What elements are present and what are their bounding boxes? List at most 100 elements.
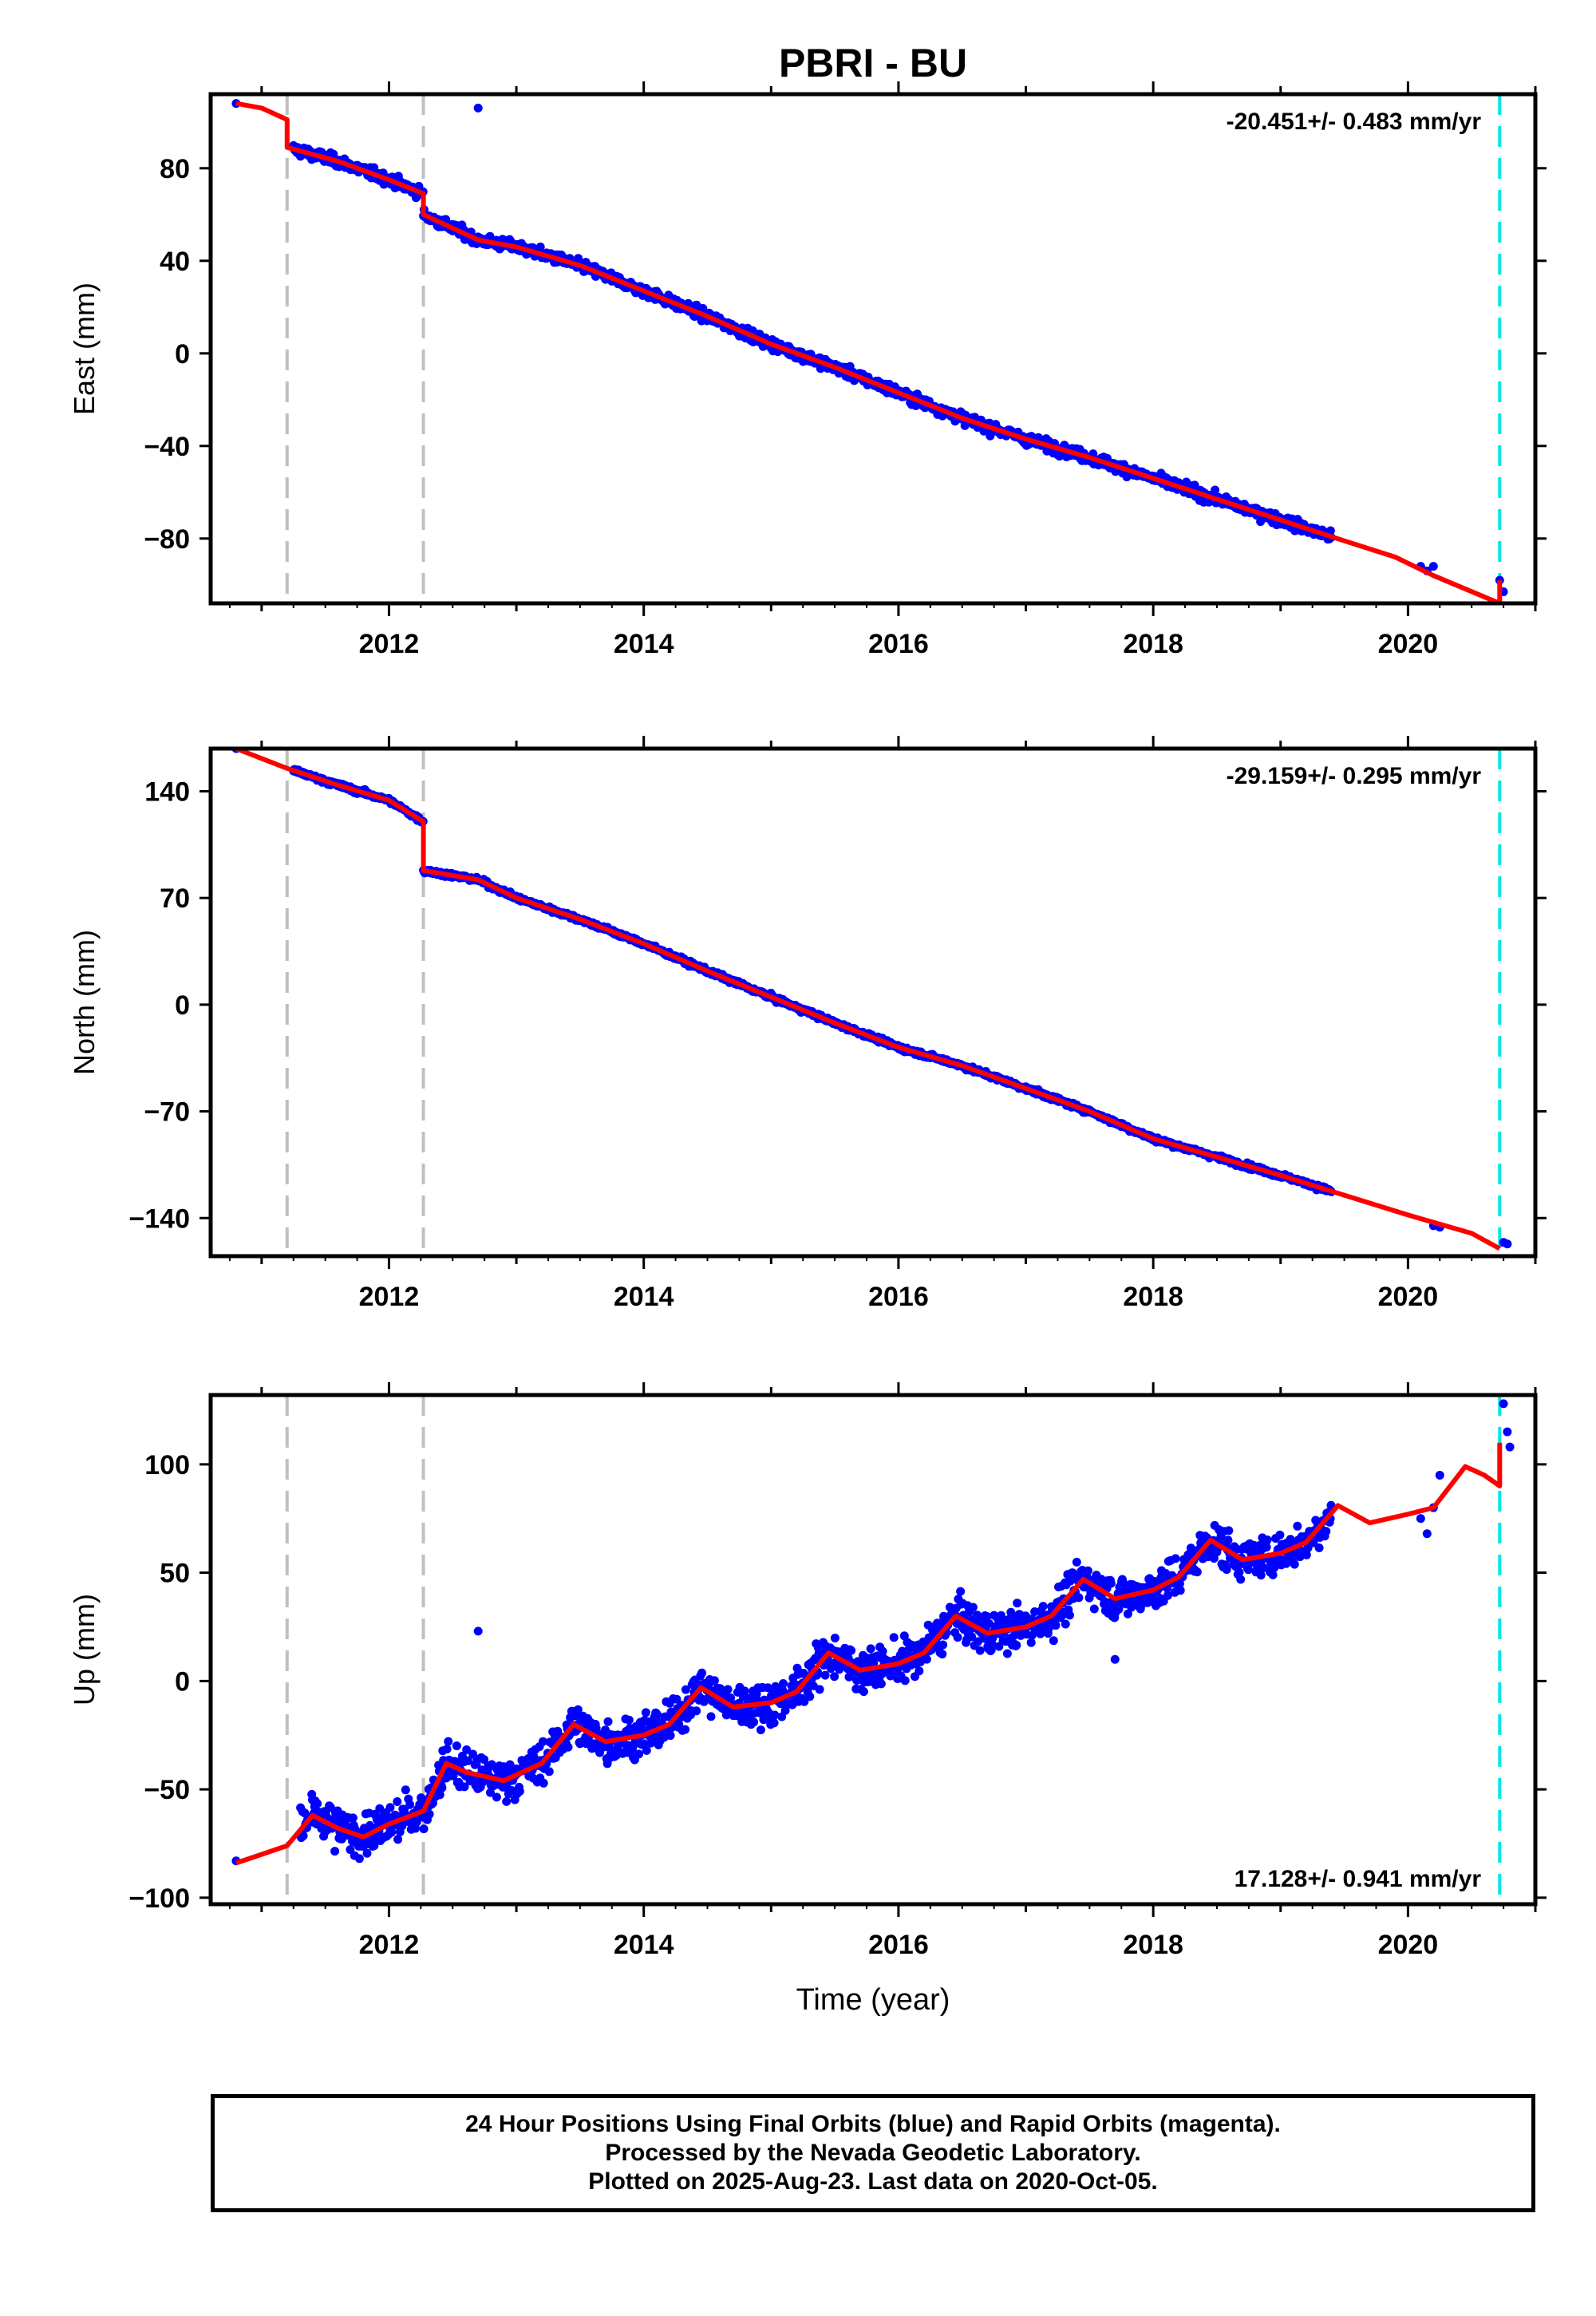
data-point: [1325, 526, 1335, 536]
data-point: [938, 1640, 948, 1650]
data-point: [1314, 1543, 1324, 1552]
data-point: [697, 1668, 707, 1678]
data-point: [387, 1828, 397, 1837]
data-point: [539, 1778, 548, 1788]
data-point: [1171, 1554, 1180, 1563]
data-point: [375, 1804, 385, 1813]
data-point: [1435, 1470, 1444, 1480]
data-point: [780, 1705, 790, 1715]
data-point: [692, 1706, 701, 1716]
data-point: [938, 1650, 947, 1659]
data-point: [1262, 1535, 1272, 1544]
model-line: [235, 101, 1503, 603]
y-tick-label: 50: [160, 1559, 190, 1589]
data-point: [1083, 1566, 1092, 1575]
data-point: [800, 1697, 809, 1706]
velocity-label: -20.451+/- 0.483 mm/yr: [1227, 109, 1482, 135]
plot-frame: [208, 1393, 1538, 1907]
data-point: [393, 1835, 403, 1844]
data-point: [452, 1741, 461, 1751]
data-point: [889, 1633, 899, 1642]
x-tick-label: 2020: [1378, 1930, 1439, 1960]
data-point: [876, 1679, 886, 1689]
data-point: [538, 1737, 547, 1746]
y-axis-label: Up (mm): [68, 1594, 101, 1705]
figure-title: PBRI - BU: [779, 41, 967, 85]
data-point: [442, 1745, 452, 1754]
data-point: [1192, 1567, 1202, 1577]
x-tick-label: 2014: [614, 629, 674, 659]
data-point: [505, 1760, 515, 1769]
data-point: [624, 1715, 634, 1725]
model-line: [235, 749, 1501, 1251]
y-tick-label: −140: [128, 1203, 190, 1234]
velocity-label: 17.128+/- 0.941 mm/yr: [1235, 1866, 1482, 1892]
data-point: [830, 1672, 839, 1682]
data-point: [401, 1785, 410, 1795]
data-point: [1262, 1543, 1271, 1552]
data-point: [1074, 1593, 1084, 1603]
plot-frame: [208, 746, 1538, 1259]
data-point: [1049, 1636, 1058, 1646]
data-point: [1416, 1514, 1425, 1524]
data-point: [1061, 1619, 1070, 1629]
data-point: [473, 1626, 483, 1636]
data-point: [1422, 1529, 1432, 1539]
footer-line-1: 24 Hour Positions Using Final Orbits (bl…: [465, 2111, 1281, 2137]
data-point: [1224, 1526, 1234, 1535]
data-point: [544, 1767, 554, 1777]
data-point: [515, 1787, 524, 1796]
data-point: [1428, 562, 1438, 571]
data-point: [502, 1796, 512, 1806]
data-point: [681, 1685, 690, 1694]
data-point: [866, 1644, 875, 1654]
data-point: [330, 1847, 340, 1856]
y-tick-label: −80: [144, 524, 190, 555]
data-point: [769, 1718, 779, 1728]
data-point: [900, 1676, 910, 1686]
data-point: [740, 1686, 749, 1696]
data-point: [362, 1848, 372, 1858]
data-point: [369, 163, 379, 172]
data-point: [1505, 1442, 1515, 1452]
data-point: [641, 1708, 650, 1717]
data-point: [1175, 1586, 1185, 1595]
y-tick-label: −70: [144, 1097, 190, 1128]
data-point: [437, 1783, 447, 1792]
data-point: [1235, 1567, 1244, 1577]
data-point: [1036, 1629, 1045, 1638]
data-point: [830, 1634, 839, 1642]
data-point: [492, 1792, 501, 1802]
data-point: [723, 1685, 733, 1694]
data-point: [1106, 1579, 1116, 1588]
footer-line-2: Processed by the Nevada Geodetic Laborat…: [605, 2140, 1141, 2166]
data-point: [603, 1717, 613, 1726]
data-point: [1309, 1538, 1318, 1547]
y-tick-label: −100: [128, 1883, 190, 1914]
data-point: [666, 1731, 675, 1741]
data-point: [444, 1737, 453, 1746]
data-point: [354, 1854, 364, 1863]
y-axis-label: North (mm): [68, 930, 101, 1075]
data-point: [460, 1782, 469, 1792]
model-line: [235, 1442, 1503, 1866]
data-point: [1110, 1654, 1120, 1664]
data-point: [463, 1756, 472, 1765]
data-point: [1013, 1599, 1022, 1608]
data-point: [642, 1745, 651, 1755]
data-point: [1256, 1571, 1266, 1580]
x-tick-label: 2014: [614, 1930, 674, 1960]
data-point: [706, 1712, 716, 1721]
x-tick-label: 2012: [359, 1930, 420, 1960]
data-point: [1243, 1565, 1253, 1575]
y-tick-label: 100: [144, 1450, 190, 1480]
data-point: [1503, 1427, 1512, 1437]
data-point: [1065, 1611, 1074, 1620]
data-point: [1275, 1530, 1285, 1539]
data-point: [462, 1745, 472, 1754]
data-point: [535, 242, 545, 251]
